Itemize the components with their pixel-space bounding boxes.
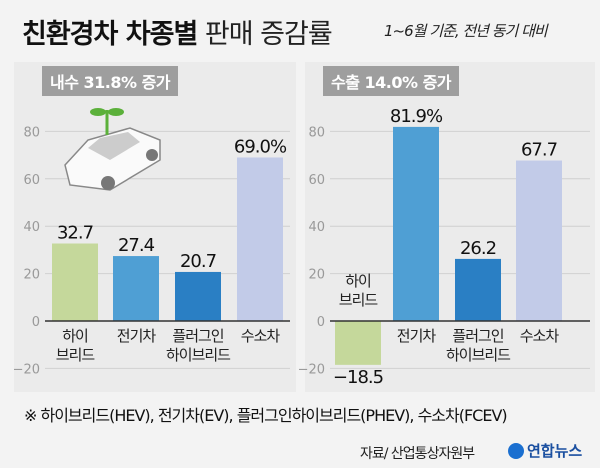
- category-label: 하이: [345, 272, 371, 290]
- category-label: 브리드: [339, 291, 379, 309]
- category-label: 전기차: [117, 327, 157, 345]
- domestic-badge: 내수 31.8% 증가: [42, 66, 179, 96]
- category-label: 플러그인: [452, 327, 503, 345]
- bar: [455, 258, 501, 321]
- bar: [175, 271, 221, 321]
- data-label: 26.2: [460, 238, 496, 259]
- y-tick-label: 80: [308, 125, 325, 140]
- y-tick-label: −20: [298, 362, 325, 377]
- data-label: 69.0%: [234, 136, 287, 157]
- data-label: 81.9%: [390, 106, 443, 127]
- title-bold: 친환경차 차종별: [22, 19, 198, 50]
- y-tick-label: −20: [13, 362, 40, 377]
- logo-text: 연합뉴스: [527, 442, 583, 460]
- bar: [335, 321, 381, 365]
- title-light: 판매 증감률: [204, 19, 333, 50]
- y-tick-label: 20: [308, 268, 325, 283]
- export-badge: 수출 14.0% 증가: [323, 66, 460, 96]
- yonhap-logo: 연합뉴스: [508, 440, 582, 461]
- data-label: −18.5: [333, 367, 383, 388]
- category-label: 수소차: [520, 327, 560, 345]
- category-label: 하이브리드: [166, 346, 231, 364]
- data-label: 67.7: [521, 140, 557, 161]
- y-tick-label: 60: [308, 173, 325, 188]
- category-label: 전기차: [397, 327, 437, 345]
- data-label: 20.7: [180, 251, 216, 272]
- category-label: 수소차: [241, 327, 281, 345]
- bar: [237, 157, 283, 321]
- subtitle: 1~6월 기준, 전년 동기 대비: [384, 22, 548, 40]
- data-label: 27.4: [118, 235, 155, 256]
- source: 자료/ 산업통상자원부: [360, 446, 475, 462]
- y-tick-label: 40: [23, 220, 40, 235]
- y-tick-label: 60: [23, 173, 40, 188]
- y-tick-label: 0: [317, 315, 325, 330]
- y-tick-label: 20: [23, 268, 40, 283]
- y-tick-label: 0: [32, 315, 40, 330]
- category-label: 하이브리드: [446, 346, 511, 364]
- bar: [393, 126, 439, 321]
- y-tick-label: 40: [308, 220, 325, 235]
- category-label: 플러그인: [172, 327, 223, 345]
- footnote: ※ 하이브리드(HEV), 전기차(EV), 플러그인하이브리드(PHEV), …: [24, 406, 508, 425]
- logo-icon: [508, 443, 524, 459]
- category-label: 하이: [62, 327, 88, 345]
- bar: [113, 256, 159, 321]
- y-tick-label: 80: [23, 125, 40, 140]
- page-title: 친환경차 차종별 판매 증감률: [22, 12, 333, 51]
- bar: [52, 243, 98, 321]
- car-sprout-icon: [64, 108, 161, 191]
- data-label: 32.7: [57, 223, 93, 244]
- bar: [516, 160, 562, 321]
- category-label: 브리드: [56, 346, 96, 364]
